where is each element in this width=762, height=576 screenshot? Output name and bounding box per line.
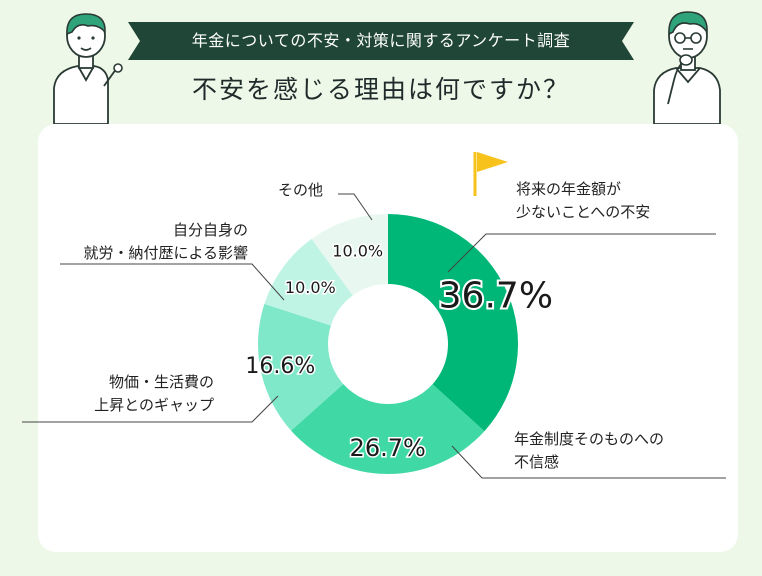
flag-icon bbox=[473, 152, 508, 196]
category-label-line: 物価・生活費の bbox=[108, 373, 214, 391]
slice-price-gap bbox=[257, 303, 344, 431]
page-title: 不安を感じる理由は何ですか？ bbox=[191, 75, 570, 104]
leader-line bbox=[447, 233, 716, 273]
banner-text: 年金についての不安・対策に関するアンケート調査 bbox=[191, 31, 571, 50]
slice-work-history bbox=[264, 238, 353, 326]
category-label-line: 少ないことへの不安 bbox=[516, 203, 651, 221]
value-label: 16.6% bbox=[245, 354, 315, 379]
chart-card bbox=[38, 124, 738, 552]
category-label-line: 就労・納付歴による影響 bbox=[83, 244, 248, 262]
category-label-line: 自分自身の bbox=[172, 221, 248, 239]
category-label-future-amount: 将来の年金額が 少ないことへの不安 bbox=[516, 178, 650, 224]
leader-line bbox=[22, 395, 279, 423]
leader-line bbox=[60, 263, 285, 301]
leader-line bbox=[338, 193, 373, 221]
value-label: 26.7% bbox=[350, 434, 426, 462]
slice-other bbox=[311, 214, 388, 296]
category-label-line: 年金制度そのものへの bbox=[514, 430, 665, 448]
person-pointing-illustration bbox=[53, 13, 123, 124]
category-label-other: その他 bbox=[278, 179, 323, 202]
survey-banner: 年金についての不安・対策に関するアンケート調査 bbox=[128, 22, 634, 60]
category-label-work-history: 自分自身の 就労・納付歴による影響 bbox=[40, 219, 248, 265]
category-label-line: その他 bbox=[278, 181, 324, 199]
leader-line bbox=[451, 445, 726, 479]
value-label: 36.7% bbox=[439, 276, 553, 317]
person-thinking-illustration bbox=[653, 11, 721, 124]
value-label: 10.0% bbox=[285, 278, 336, 297]
category-label-line: 将来の年金額が bbox=[516, 180, 622, 198]
category-label-distrust: 年金制度そのものへの 不信感 bbox=[514, 428, 664, 474]
category-label-price-gap: 物価・生活費の 上昇とのギャップ bbox=[64, 371, 214, 417]
value-label: 10.0% bbox=[332, 241, 383, 260]
slice-distrust bbox=[291, 383, 485, 474]
slice-future-amount bbox=[388, 214, 518, 432]
category-label-line: 不信感 bbox=[514, 453, 560, 471]
category-label-line: 上昇とのギャップ bbox=[94, 396, 214, 414]
